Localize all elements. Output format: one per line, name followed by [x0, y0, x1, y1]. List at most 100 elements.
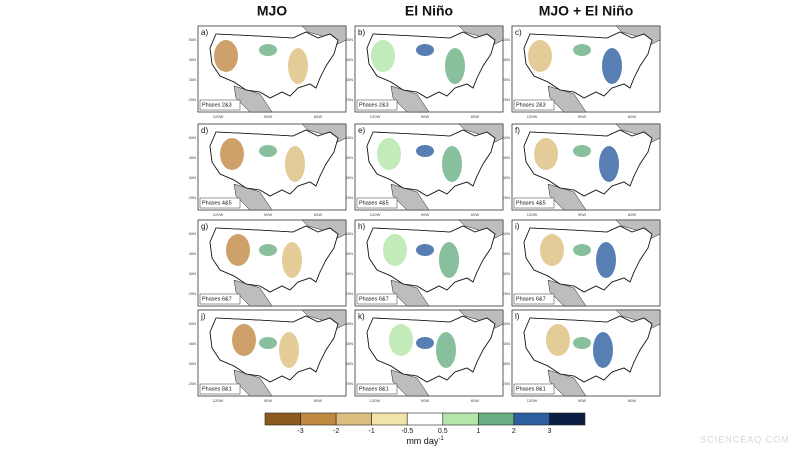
mexico: [390, 183, 430, 211]
phase-box: [199, 293, 241, 305]
lon-label: 120W: [527, 114, 538, 119]
phase-box: [513, 383, 555, 395]
lon-label: 120W: [213, 212, 224, 217]
mexico: [547, 369, 587, 397]
phase-label: Phases 2&3: [516, 102, 546, 108]
lat-label: 30N: [503, 361, 510, 366]
colorbar-bin: [335, 412, 372, 426]
precip-blob: [389, 324, 413, 356]
precip-blob: [259, 145, 277, 157]
precip-blob: [416, 44, 434, 56]
mexico: [233, 183, 273, 211]
colorbar-tick-label: 0.5: [438, 428, 448, 435]
lon-label: 60W: [314, 398, 322, 403]
map-panel: a) Phases 2&3 50N 40N 30N 20N 120W 90W 60W: [189, 25, 347, 119]
lat-label: 20N: [346, 381, 353, 386]
colorbar-bin: [513, 412, 550, 426]
precip-blob: [573, 337, 591, 349]
lat-label: 40N: [346, 155, 353, 160]
phase-label: Phases 4&5: [516, 200, 546, 206]
precip-blob: [259, 337, 277, 349]
colorbar-bin: [478, 412, 515, 426]
mexico: [547, 85, 587, 113]
coastline: [366, 225, 496, 293]
colorbar-tick-label: -3: [297, 428, 303, 435]
lat-label: 30N: [346, 361, 353, 366]
colorbar-bin: [300, 412, 337, 426]
lat-label: 50N: [503, 135, 510, 140]
panel-letter: g): [201, 222, 208, 231]
lat-label: 30N: [189, 361, 196, 366]
unit-exponent: -1: [438, 436, 444, 442]
map-panel: c) Phases 2&3 50N 40N 30N 20N 120W 90W 60W: [503, 25, 661, 119]
coastline: [366, 129, 496, 197]
lat-label: 30N: [503, 175, 510, 180]
colorbar-tick-label: -1: [369, 428, 375, 435]
column-title: MJO + El Niño: [539, 3, 634, 19]
mexico: [390, 85, 430, 113]
lat-label: 50N: [346, 135, 353, 140]
lon-label: 60W: [471, 212, 479, 217]
precip-blob: [436, 332, 456, 368]
precip-blob: [259, 244, 277, 256]
lon-label: 120W: [370, 114, 381, 119]
precip-blob: [288, 48, 308, 84]
lon-label: 90W: [264, 398, 272, 403]
lat-label: 20N: [503, 97, 510, 102]
coastline: [209, 225, 339, 293]
lon-label: 60W: [314, 114, 322, 119]
lat-label: 20N: [346, 195, 353, 200]
precip-blob: [416, 145, 434, 157]
lat-label: 40N: [503, 155, 510, 160]
precip-blob: [596, 242, 616, 278]
lon-label: 60W: [314, 212, 322, 217]
lat-label: 50N: [503, 37, 510, 42]
colorbar-label: mm day-1: [406, 436, 444, 447]
coastline: [523, 129, 653, 197]
coastline: [523, 31, 653, 99]
lat-label: 40N: [189, 341, 196, 346]
colorbar-tick-label: -2: [333, 428, 339, 435]
lat-label: 20N: [503, 291, 510, 296]
colorbar-bin: [442, 412, 479, 426]
lon-label: 60W: [471, 114, 479, 119]
precip-blob: [445, 48, 465, 84]
panel-letter: c): [515, 28, 522, 37]
lat-label: 40N: [189, 251, 196, 256]
precip-blob: [377, 138, 401, 170]
column-title: El Niño: [405, 3, 453, 19]
mexico: [233, 85, 273, 113]
map-panel: b) Phases 2&3 50N 40N 30N 20N 120W 90W 60W: [346, 25, 504, 119]
lat-label: 50N: [189, 321, 196, 326]
lon-label: 90W: [421, 212, 429, 217]
panel-letter: l): [515, 312, 520, 321]
map-panel: e) Phases 4&5 50N 40N 30N 20N 120W 90W 60W: [346, 123, 504, 217]
map-panel: d) Phases 4&5 50N 40N 30N 20N 120W 90W 60W: [189, 123, 347, 217]
precip-blob: [416, 244, 434, 256]
lat-label: 50N: [189, 135, 196, 140]
precip-blob: [214, 40, 238, 72]
map-panel: j) Phases 8&1 50N 40N 30N 20N 120W 90W 60W: [189, 309, 347, 403]
lat-label: 50N: [503, 321, 510, 326]
lat-label: 30N: [189, 77, 196, 82]
phase-label: Phases 4&5: [359, 200, 389, 206]
coastline: [366, 31, 496, 99]
coastline: [209, 315, 339, 383]
colorbar-bin: [406, 412, 444, 426]
phase-label: Phases 6&7: [516, 296, 546, 302]
mexico: [547, 183, 587, 211]
panel-letter: b): [358, 28, 365, 37]
precip-blob: [540, 234, 564, 266]
precip-blob: [602, 48, 622, 84]
phase-label: Phases 2&3: [202, 102, 232, 108]
phase-label: Phases 8&1: [516, 386, 546, 392]
coastline: [523, 225, 653, 293]
mexico: [233, 279, 273, 307]
lat-label: 50N: [346, 231, 353, 236]
panel-letter: h): [358, 222, 365, 231]
mexico: [390, 369, 430, 397]
lat-label: 50N: [503, 231, 510, 236]
lat-label: 40N: [189, 57, 196, 62]
lon-label: 90W: [578, 398, 586, 403]
precip-blob: [282, 242, 302, 278]
